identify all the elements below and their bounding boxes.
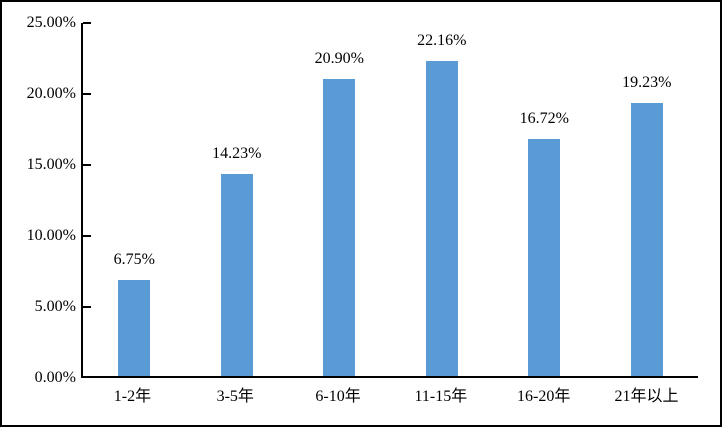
x-axis-category-label: 11-15年 [414, 388, 468, 405]
bar-value-label: 22.16% [417, 32, 467, 50]
bars-container: 6.75% 14.23% 20.90% 22.16% 16.72% 19.23% [83, 23, 698, 376]
y-axis-tick-mark [83, 164, 91, 166]
bar-group: 20.90% [288, 23, 391, 376]
y-axis-tick-mark [83, 93, 91, 95]
bar [220, 173, 253, 376]
bar-group: 19.23% [596, 23, 699, 376]
x-axis-category-label: 1-2年 [113, 388, 152, 405]
bar-group: 6.75% [83, 23, 186, 376]
y-axis-tick-label: 25.00% [26, 14, 76, 31]
bar [528, 138, 561, 376]
x-axis-category-label: 16-20年 [517, 388, 571, 405]
x-axis-category-label: 3-5年 [216, 388, 254, 405]
bar [425, 61, 458, 376]
y-axis-tick-label: 10.00% [26, 227, 76, 244]
y-axis-tick-label: 15.00% [26, 156, 76, 173]
x-axis-category-label: 21年以上 [614, 388, 679, 405]
bar-value-label: 14.23% [212, 144, 262, 162]
bar-group: 16.72% [493, 23, 596, 376]
bar-value-label: 19.23% [622, 73, 672, 91]
y-axis-tick-mark [83, 306, 91, 308]
bar-value-label: 6.75% [113, 251, 155, 269]
x-axis-category-label: 6-10年 [315, 388, 361, 405]
bar [118, 280, 151, 376]
bar-value-label: 20.90% [314, 50, 364, 68]
y-axis-tick-label: 20.00% [26, 85, 76, 102]
y-axis-tick-label: 0.00% [34, 369, 76, 386]
bar-value-label: 16.72% [519, 109, 569, 127]
plot-area: 6.75% 14.23% 20.90% 22.16% 16.72% 19.23% [81, 22, 698, 378]
y-axis-tick-mark [83, 235, 91, 237]
y-axis-tick-label: 5.00% [34, 298, 76, 315]
bar-group: 22.16% [391, 23, 494, 376]
bar [323, 79, 356, 376]
bar-group: 14.23% [186, 23, 289, 376]
y-axis-tick-mark [83, 22, 91, 24]
bar [630, 102, 663, 376]
x-axis-labels: 1-2年 3-5年 6-10年 11-15年 16-20年 21年以上 [81, 387, 698, 407]
